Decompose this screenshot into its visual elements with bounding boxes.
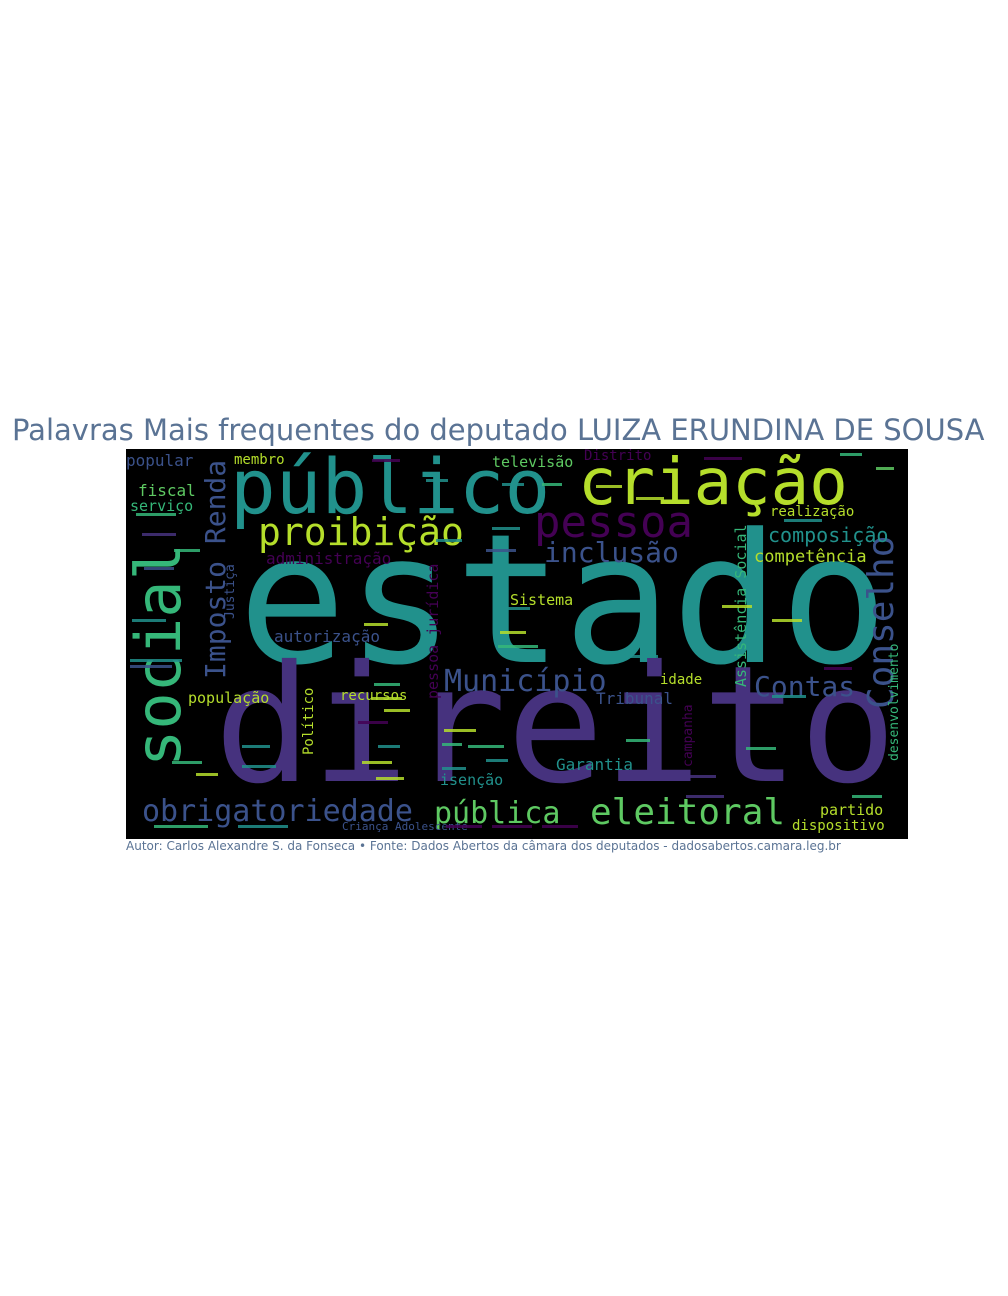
word-publica: pública xyxy=(434,796,561,831)
word-idade: idade xyxy=(660,672,703,688)
word-competencia: competência xyxy=(754,547,867,567)
word-direito: direito xyxy=(214,632,897,820)
word-cloud: estado direito público criação social pe… xyxy=(126,449,908,839)
source-caption: Autor: Carlos Alexandre S. da Fonseca • … xyxy=(126,839,841,853)
word-servico: serviço xyxy=(130,497,194,515)
word-isencao: isenção xyxy=(440,771,504,789)
word-tribunal: Tribunal xyxy=(596,689,674,708)
word-inclusao: inclusão xyxy=(544,536,679,569)
word-garantia: Garantia xyxy=(556,755,634,774)
word-populacao: população xyxy=(188,689,270,707)
word-crianca-adolescente: Criança Adolescente xyxy=(342,820,468,833)
page-title: Palavras Mais frequentes do deputado LUI… xyxy=(12,413,985,447)
word-composicao: composição xyxy=(768,523,889,547)
word-realizacao: realização xyxy=(770,504,855,520)
word-sistema: Sistema xyxy=(510,591,574,609)
word-membro: membro xyxy=(234,452,285,468)
word-distrito: Distrito xyxy=(584,449,652,464)
word-televisao: televisão xyxy=(492,453,574,471)
word-pessoa: pessoa xyxy=(534,497,693,548)
word-municipio: Município xyxy=(444,664,607,699)
word-eleitoral: eleitoral xyxy=(590,792,786,833)
word-proibicao: proibição xyxy=(258,510,464,554)
word-administracao: administração xyxy=(266,549,392,568)
word-fiscal: fiscal xyxy=(138,481,196,500)
word-dispositivo: dispositivo xyxy=(792,818,885,834)
word-popular: popular xyxy=(126,451,194,470)
word-partido: partido xyxy=(820,801,884,819)
word-criacao: criação xyxy=(578,449,848,520)
word-autorizacao: autorização xyxy=(274,627,380,646)
word-obrigatoriedade: obrigatoriedade xyxy=(142,794,413,829)
filler-words-texture xyxy=(130,453,894,828)
word-estado: estado xyxy=(238,496,889,705)
